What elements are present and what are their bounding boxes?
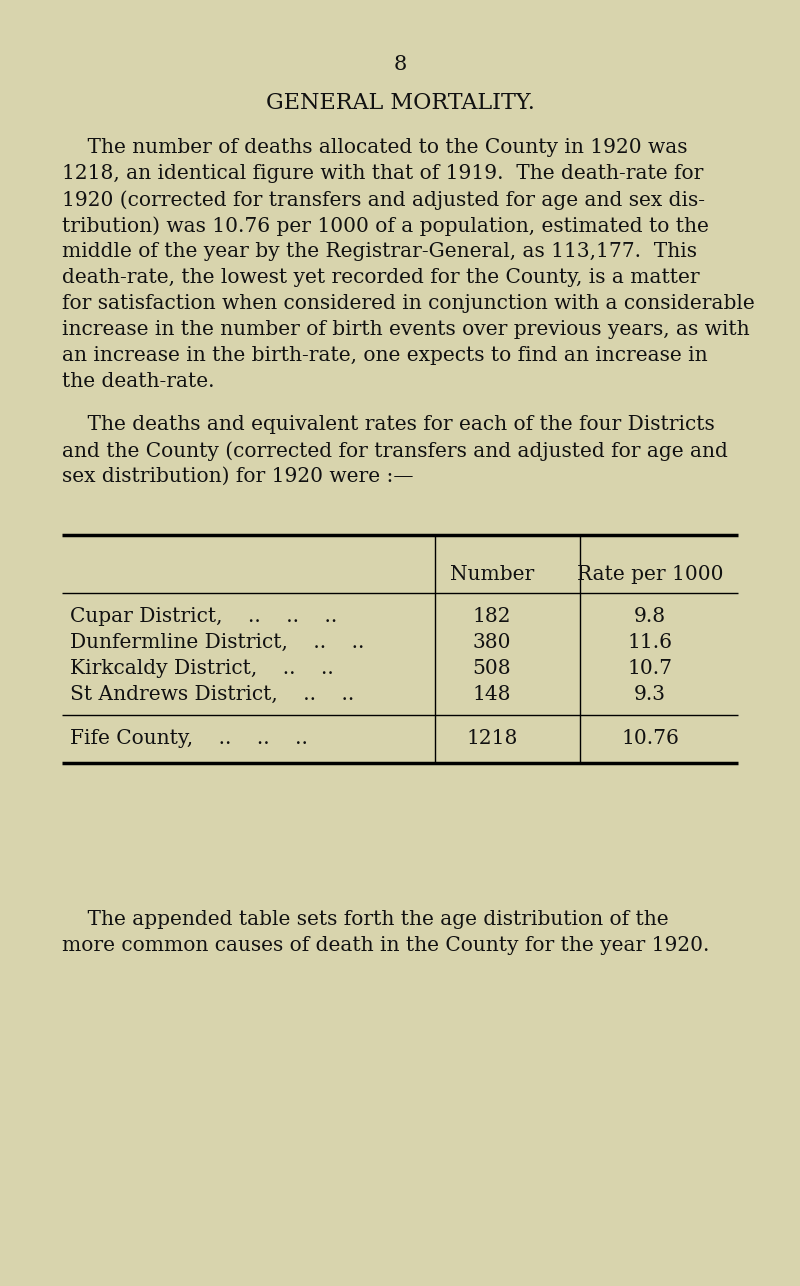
Text: Fife County,    ..    ..    ..: Fife County, .. .. .. bbox=[70, 729, 308, 748]
Text: increase in the number of birth events over previous years, as with: increase in the number of birth events o… bbox=[62, 320, 750, 340]
Text: the death-rate.: the death-rate. bbox=[62, 372, 214, 391]
Text: 9.3: 9.3 bbox=[634, 685, 666, 703]
Text: Rate per 1000: Rate per 1000 bbox=[577, 565, 723, 584]
Text: St Andrews District,    ..    ..: St Andrews District, .. .. bbox=[70, 685, 354, 703]
Text: 1218, an identical figure with that of 1919.  The death-rate for: 1218, an identical figure with that of 1… bbox=[62, 165, 703, 183]
Text: tribution) was 10.76 per 1000 of a population, estimated to the: tribution) was 10.76 per 1000 of a popul… bbox=[62, 216, 709, 235]
Text: Number: Number bbox=[450, 565, 534, 584]
Text: Kirkcaldy District,    ..    ..: Kirkcaldy District, .. .. bbox=[70, 658, 334, 678]
Text: 1920 (corrected for transfers and adjusted for age and sex dis-: 1920 (corrected for transfers and adjust… bbox=[62, 190, 705, 210]
Text: The deaths and equivalent rates for each of the four Districts: The deaths and equivalent rates for each… bbox=[62, 415, 714, 433]
Text: for satisfaction when considered in conjunction with a considerable: for satisfaction when considered in conj… bbox=[62, 294, 754, 312]
Text: and the County (corrected for transfers and adjusted for age and: and the County (corrected for transfers … bbox=[62, 441, 728, 460]
Text: 9.8: 9.8 bbox=[634, 607, 666, 626]
Text: 1218: 1218 bbox=[466, 729, 518, 748]
Text: 380: 380 bbox=[473, 633, 511, 652]
Text: 8: 8 bbox=[394, 55, 406, 75]
Text: The number of deaths allocated to the County in 1920 was: The number of deaths allocated to the Co… bbox=[62, 138, 687, 157]
Text: an increase in the birth-rate, one expects to find an increase in: an increase in the birth-rate, one expec… bbox=[62, 346, 708, 365]
Text: middle of the year by the Registrar-General, as 113,177.  This: middle of the year by the Registrar-Gene… bbox=[62, 242, 697, 261]
Text: The appended table sets forth the age distribution of the: The appended table sets forth the age di… bbox=[62, 910, 669, 928]
Text: 10.7: 10.7 bbox=[627, 658, 673, 678]
Text: 148: 148 bbox=[473, 685, 511, 703]
Text: Dunfermline District,    ..    ..: Dunfermline District, .. .. bbox=[70, 633, 364, 652]
Text: 11.6: 11.6 bbox=[627, 633, 673, 652]
Text: death-rate, the lowest yet recorded for the County, is a matter: death-rate, the lowest yet recorded for … bbox=[62, 267, 700, 287]
Text: 10.76: 10.76 bbox=[621, 729, 679, 748]
Text: more common causes of death in the County for the year 1920.: more common causes of death in the Count… bbox=[62, 936, 710, 955]
Text: 182: 182 bbox=[473, 607, 511, 626]
Text: 508: 508 bbox=[473, 658, 511, 678]
Text: Cupar District,    ..    ..    ..: Cupar District, .. .. .. bbox=[70, 607, 338, 626]
Text: sex distribution) for 1920 were :—: sex distribution) for 1920 were :— bbox=[62, 467, 414, 486]
Text: GENERAL MORTALITY.: GENERAL MORTALITY. bbox=[266, 93, 534, 114]
